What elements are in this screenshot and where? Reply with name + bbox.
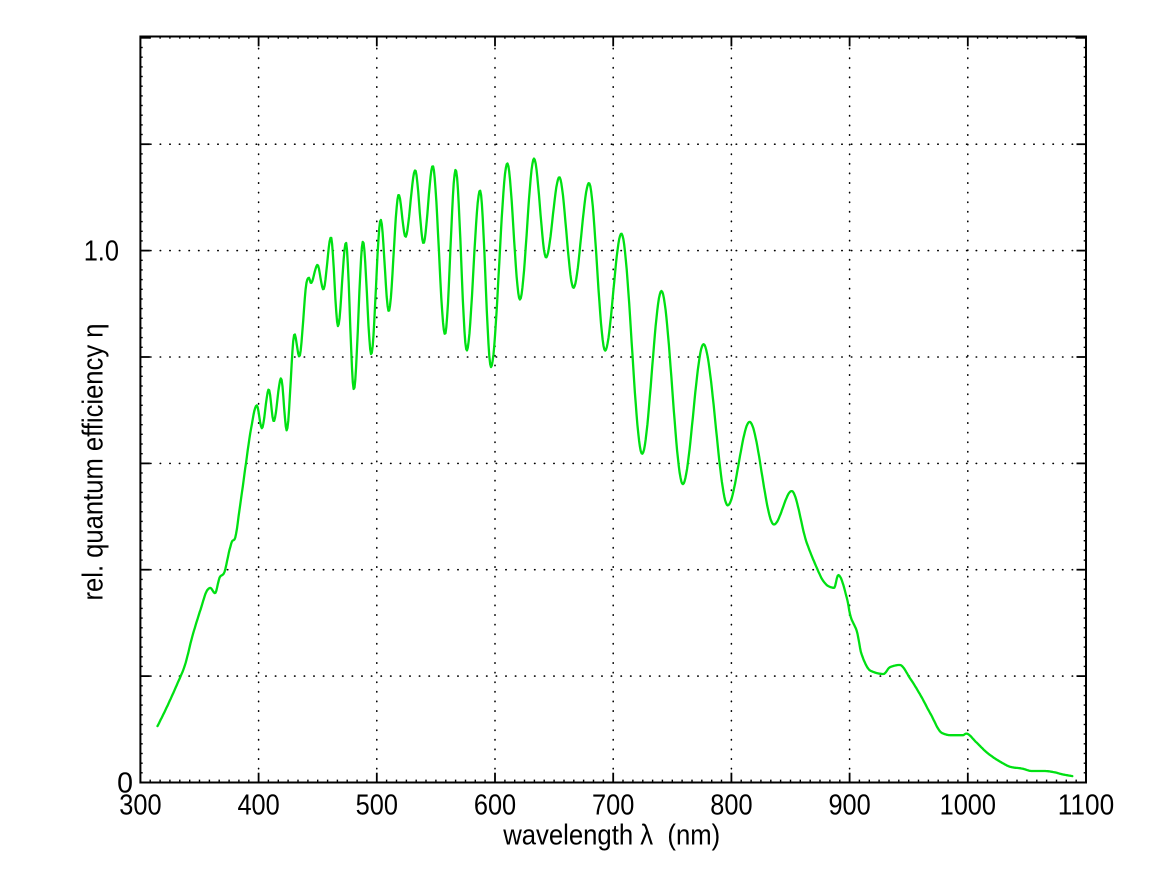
svg-text:600: 600	[474, 789, 516, 821]
svg-text:700: 700	[592, 789, 634, 821]
svg-text:1.0: 1.0	[84, 235, 119, 267]
svg-text:800: 800	[710, 789, 752, 821]
svg-text:300: 300	[119, 789, 161, 821]
svg-text:400: 400	[237, 789, 279, 821]
svg-text:rel. quantum efficiency η: rel. quantum efficiency η	[78, 324, 110, 601]
svg-text:wavelength λ (nm): wavelength λ (nm)	[502, 820, 720, 852]
svg-text:500: 500	[356, 789, 398, 821]
svg-text:1100: 1100	[1058, 789, 1114, 821]
svg-text:900: 900	[828, 789, 870, 821]
svg-text:1000: 1000	[940, 789, 996, 821]
svg-text:0: 0	[117, 768, 133, 800]
